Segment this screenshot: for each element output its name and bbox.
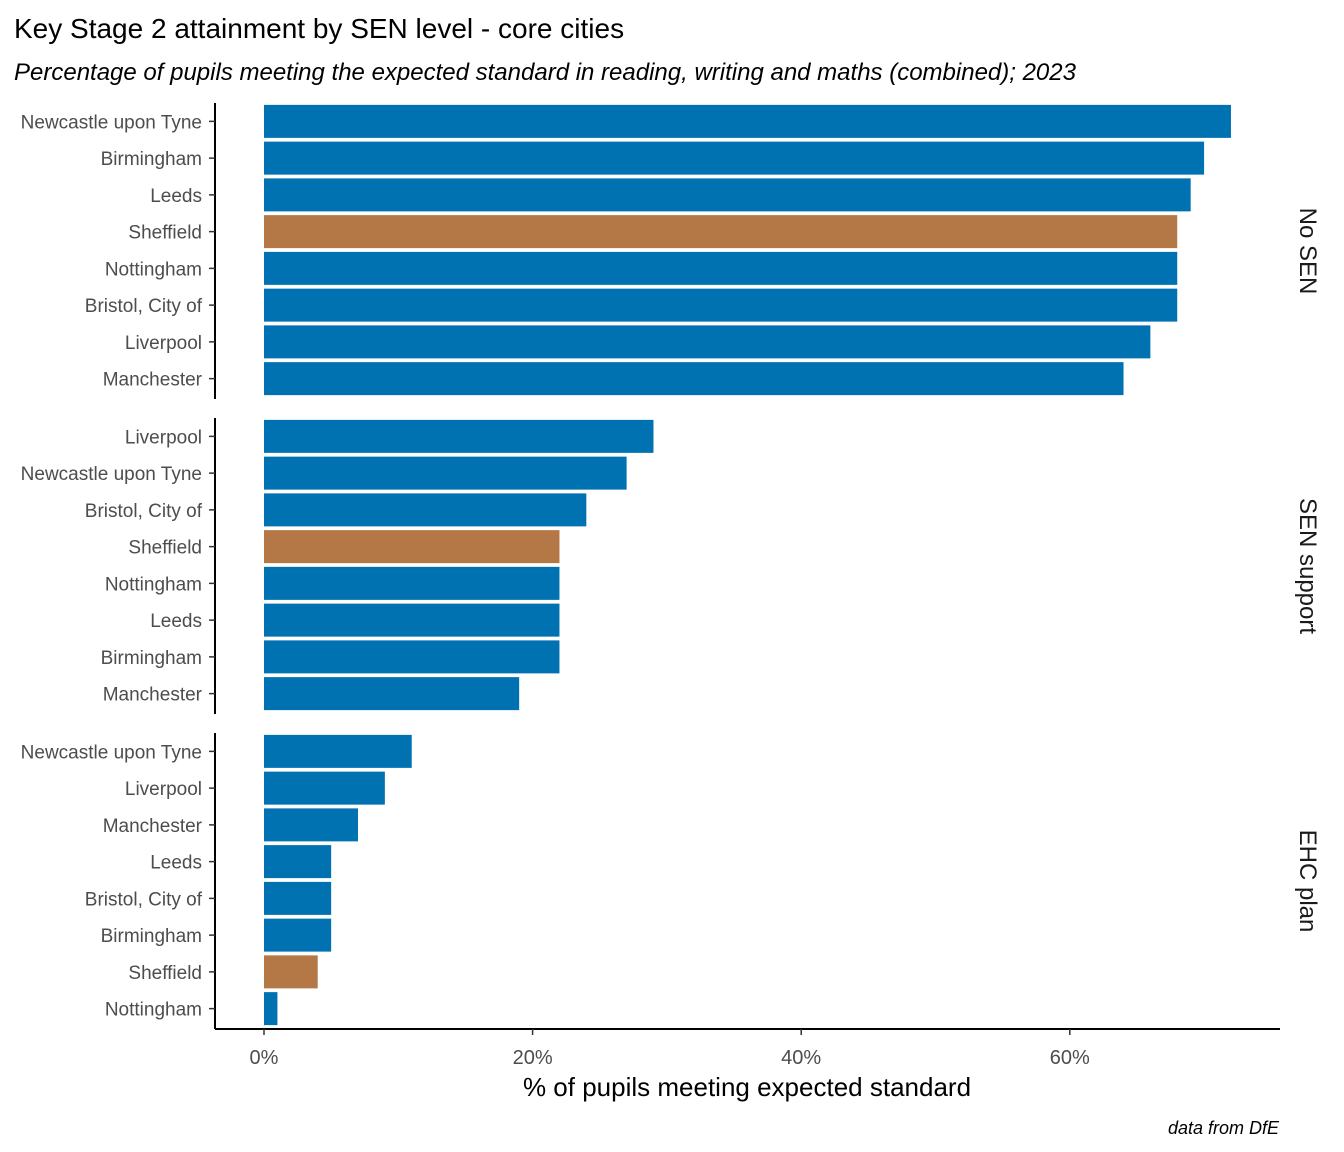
- bar: [264, 955, 318, 989]
- x-tick-label: 60%: [1050, 1047, 1090, 1069]
- category-label: Bristol, City of: [85, 296, 203, 317]
- panel-1: Liverpool Newcastle upon Tyne Bristol, Cit…: [21, 418, 1321, 714]
- x-tick-label: 40%: [781, 1047, 821, 1069]
- panel-0: Newcastle upon Tyne Birmingham Leeds Sheffi…: [21, 103, 1321, 399]
- x-axis: 0% 20% 40% 60%: [215, 1028, 1280, 1069]
- category-label: Birmingham: [101, 926, 202, 947]
- category-label: Newcastle upon Tyne: [21, 742, 202, 763]
- bar: [264, 677, 520, 711]
- category-label: Birmingham: [101, 149, 202, 170]
- category-label: Newcastle upon Tyne: [21, 464, 202, 485]
- chart-title: Key Stage 2 attainment by SEN level - co…: [14, 13, 624, 44]
- category-label: Manchester: [103, 685, 203, 706]
- bar: [264, 178, 1191, 212]
- facet-strip-label: SEN support: [1294, 498, 1321, 634]
- bar: [264, 918, 332, 952]
- facet-strip-label: No SEN: [1294, 208, 1321, 295]
- facet-strip-label: EHC plan: [1294, 830, 1321, 933]
- category-label: Leeds: [150, 611, 202, 632]
- bar: [264, 288, 1178, 322]
- category-label: Nottingham: [105, 1000, 202, 1021]
- bar: [264, 215, 1178, 249]
- category-label: Manchester: [103, 816, 203, 837]
- bar: [264, 419, 654, 453]
- category-label: Leeds: [150, 853, 202, 874]
- bar: [264, 530, 560, 564]
- bar: [264, 456, 627, 490]
- category-label: Nottingham: [105, 574, 202, 595]
- bar: [264, 603, 560, 637]
- category-label: Newcastle upon Tyne: [21, 112, 202, 133]
- category-label: Sheffield: [128, 538, 202, 559]
- bar: [264, 992, 278, 1026]
- bar: [264, 771, 385, 805]
- category-label: Bristol, City of: [85, 501, 203, 522]
- category-label: Bristol, City of: [85, 889, 203, 910]
- bar: [264, 104, 1231, 138]
- bar: [264, 493, 587, 527]
- category-label: Sheffield: [128, 223, 202, 244]
- bar: [264, 734, 412, 768]
- category-label: Liverpool: [125, 333, 202, 354]
- x-tick-label: 0%: [250, 1047, 279, 1069]
- bar: [264, 362, 1124, 396]
- bar: [264, 640, 560, 674]
- bar: [264, 845, 332, 879]
- bar: [264, 325, 1151, 359]
- bar: [264, 566, 560, 600]
- category-label: Liverpool: [125, 427, 202, 448]
- bar: [264, 251, 1178, 285]
- category-label: Birmingham: [101, 648, 202, 669]
- caption: data from DfE: [1168, 1118, 1280, 1138]
- category-label: Liverpool: [125, 779, 202, 800]
- category-label: Nottingham: [105, 259, 202, 280]
- category-label: Leeds: [150, 186, 202, 207]
- chart-subtitle: Percentage of pupils meeting the expecte…: [14, 59, 1077, 86]
- facet-panels: Newcastle upon Tyne Birmingham Leeds Sheffi…: [21, 103, 1321, 1029]
- bar: [264, 881, 332, 915]
- bar: [264, 141, 1205, 175]
- bar: [264, 808, 359, 842]
- x-axis-title: % of pupils meeting expected standard: [523, 1072, 971, 1102]
- x-tick-label: 20%: [513, 1047, 553, 1069]
- panel-2: Newcastle upon Tyne Liverpool Manchester Le…: [21, 733, 1321, 1029]
- category-label: Sheffield: [128, 963, 202, 984]
- category-label: Manchester: [103, 370, 203, 391]
